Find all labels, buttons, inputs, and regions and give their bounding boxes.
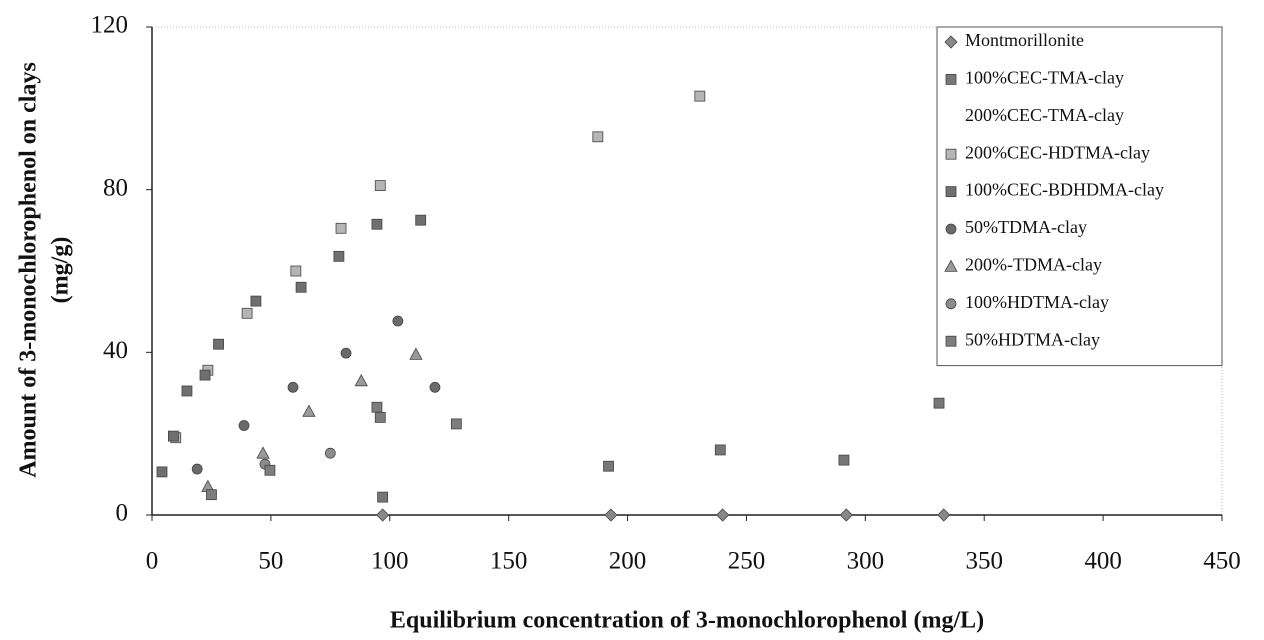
x-tick-label: 200 — [609, 548, 647, 575]
y-tick-label: 120 — [91, 12, 129, 39]
data-point — [264, 464, 276, 476]
data-point — [839, 508, 853, 522]
legend-label: 100%HDTMA-clay — [965, 292, 1109, 312]
x-tick-label: 150 — [490, 548, 528, 575]
data-point — [213, 338, 224, 350]
data-point — [199, 369, 211, 381]
x-tick-label: 250 — [728, 548, 766, 575]
data-point — [181, 385, 193, 397]
data-point — [409, 347, 423, 360]
legend-marker — [944, 259, 958, 272]
legend-label: 200%CEC-HDTMA-clay — [965, 142, 1150, 162]
data-point — [354, 373, 368, 387]
y-axis-title: Amount of 3-monochlorophenol on clays — [16, 62, 42, 478]
data-point — [371, 218, 383, 230]
legend-marker — [945, 223, 957, 235]
data-point — [250, 295, 262, 307]
data-point — [714, 444, 726, 456]
data-point — [592, 131, 604, 143]
x-tick-label: 0 — [146, 548, 159, 575]
legend-label: 200%CEC-TMA-clay — [965, 105, 1124, 125]
x-tick-label: 400 — [1084, 548, 1122, 575]
data-point — [167, 430, 179, 442]
data-point — [371, 401, 383, 413]
data-point — [392, 315, 404, 327]
data-point — [340, 347, 352, 359]
data-point — [429, 381, 441, 393]
data-point — [377, 491, 389, 503]
legend-marker — [945, 148, 957, 160]
data-point — [604, 508, 618, 522]
data-point — [374, 411, 386, 423]
legend-marker — [945, 186, 957, 198]
legend-marker — [944, 35, 958, 49]
x-tick-label: 450 — [1203, 548, 1241, 575]
data-point — [694, 90, 706, 102]
data-point — [295, 281, 307, 293]
data-point — [450, 418, 462, 430]
data-point — [238, 420, 250, 431]
y-tick-label: 80 — [103, 174, 128, 201]
legend-marker — [945, 335, 957, 347]
data-point — [290, 265, 302, 277]
data-point — [206, 489, 217, 501]
y-axis-title: (mg/g) — [48, 237, 74, 304]
legend-box — [936, 26, 1223, 367]
legend-label: 50%HDTMA-clay — [965, 329, 1100, 349]
legend-marker — [945, 74, 957, 85]
data-point — [241, 307, 253, 319]
data-point — [374, 180, 386, 192]
data-point — [838, 454, 850, 466]
data-point — [324, 447, 336, 459]
data-point — [937, 508, 951, 522]
x-tick-label: 350 — [965, 548, 1003, 575]
data-point — [156, 466, 168, 478]
x-tick-label: 50 — [258, 548, 283, 575]
data-point — [933, 397, 945, 409]
data-point — [302, 404, 316, 417]
x-axis-title: Equilibrium concentration of 3-monochlor… — [390, 608, 984, 634]
y-tick-label: 0 — [116, 500, 129, 527]
data-point — [376, 508, 390, 522]
legend-label: Montmorillonite — [965, 30, 1084, 50]
data-point — [333, 250, 345, 262]
y-tick-label: 40 — [103, 337, 128, 364]
data-point — [256, 446, 270, 459]
legend-label: 100%CEC-BDHDMA-clay — [965, 180, 1164, 200]
legend-label: 200%-TDMA-clay — [965, 255, 1102, 275]
data-point — [415, 214, 427, 226]
x-tick-label: 100 — [371, 548, 409, 575]
legend-marker — [945, 298, 957, 310]
data-point — [335, 222, 347, 234]
data-point — [287, 381, 299, 393]
data-point — [191, 463, 203, 475]
legend-label: 100%CEC-TMA-clay — [965, 68, 1124, 88]
legend-label: 50%TDMA-clay — [965, 217, 1087, 237]
data-point — [603, 460, 614, 472]
x-tick-label: 300 — [847, 548, 885, 575]
data-point — [716, 508, 730, 522]
